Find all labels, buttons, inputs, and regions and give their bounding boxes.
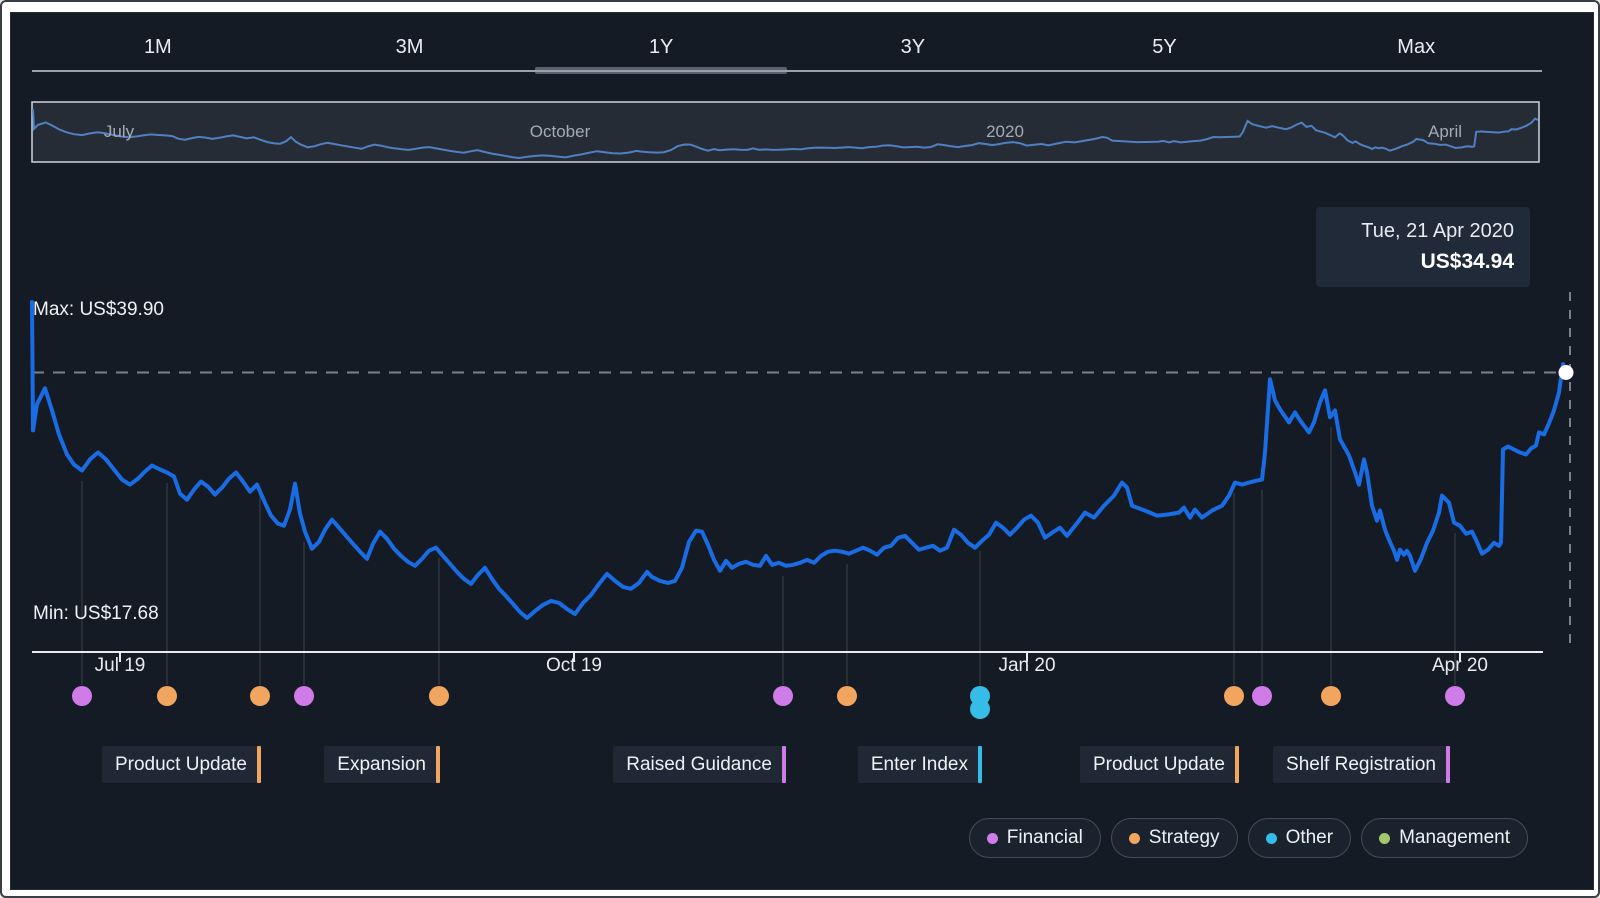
latest-point-dot <box>1558 365 1574 380</box>
legend-label: Management <box>1399 827 1510 848</box>
tooltip-date: Tue, 21 Apr 2020 <box>1361 220 1514 242</box>
event-marker-strategy[interactable] <box>837 686 857 706</box>
management-dot-icon <box>1379 832 1391 844</box>
price-line <box>30 300 1568 620</box>
event-chip-product-update-2[interactable]: Product Update <box>1079 746 1239 783</box>
event-marker-financial[interactable] <box>72 686 92 706</box>
navigator-label-july: July <box>103 122 135 141</box>
event-chip-raised-guidance[interactable]: Raised Guidance <box>613 746 786 783</box>
legend-pill-management[interactable]: Management <box>1361 818 1528 858</box>
legend-pill-strategy[interactable]: Strategy <box>1110 818 1238 858</box>
event-category-legend: Financial Strategy Other Management <box>968 818 1528 858</box>
tabs-separator <box>32 70 1542 72</box>
event-marker-strategy[interactable] <box>157 686 177 706</box>
chart-panel-background <box>10 12 1594 890</box>
tab-1m[interactable]: 1M <box>143 36 172 58</box>
event-marker-strategy[interactable] <box>250 686 270 706</box>
legend-label: Financial <box>1006 827 1083 848</box>
legend-label: Other <box>1285 827 1334 848</box>
event-chip-color-bar <box>1446 746 1450 783</box>
tab-5y[interactable]: 5Y <box>1152 36 1177 58</box>
price-tooltip: Tue, 21 Apr 2020 US$34.94 <box>1316 207 1530 287</box>
event-chip-enter-index[interactable]: Enter Index <box>857 746 982 783</box>
navigator-label-2020: 2020 <box>986 122 1024 141</box>
min-price-label: Min: US$17.68 <box>33 603 159 624</box>
event-chip-color-bar <box>978 746 982 783</box>
tab-1y[interactable]: 1Y <box>535 28 788 74</box>
event-marker-financial[interactable] <box>773 686 793 706</box>
event-marker-financial[interactable] <box>294 686 314 706</box>
event-chip-text: Shelf Registration <box>1286 753 1436 775</box>
legend-pill-financial[interactable]: Financial <box>968 818 1101 858</box>
event-chip-color-bar <box>436 746 440 783</box>
event-chip-expansion[interactable]: Expansion <box>324 746 440 783</box>
axis-label-jan20: Jan 20 <box>998 655 1056 676</box>
event-marker-strategy[interactable] <box>1321 686 1341 706</box>
tab-max[interactable]: Max <box>1397 36 1436 58</box>
tab-3y[interactable]: 3Y <box>900 36 926 58</box>
event-chip-product-update-1[interactable]: Product Update <box>101 746 261 783</box>
legend-pill-other[interactable]: Other <box>1247 818 1352 858</box>
time-range-tabs: 1M 3M 1Y 3Y 5Y Max <box>32 28 1542 74</box>
other-dot-icon <box>1265 832 1277 844</box>
navigator-label-october: October <box>529 122 591 141</box>
tooltip-price: US$34.94 <box>1420 250 1514 273</box>
axis-label-jul19: Jul 19 <box>94 655 146 676</box>
max-price-label: Max: US$39.90 <box>33 299 164 320</box>
navigator-label-april: April <box>1427 122 1463 141</box>
event-chip-text: Raised Guidance <box>626 753 772 775</box>
event-chip-text: Enter Index <box>870 753 968 775</box>
tab-1y-label: 1Y <box>648 36 674 58</box>
axis-label-oct19: Oct 19 <box>546 655 602 676</box>
event-marker-strategy[interactable] <box>1224 686 1244 706</box>
event-chip-color-bar <box>257 746 261 783</box>
event-chip-text: Product Update <box>1092 753 1225 775</box>
strategy-dot-icon <box>1128 832 1140 844</box>
event-chip-text: Expansion <box>337 753 426 775</box>
event-marker-other[interactable] <box>970 699 990 719</box>
event-chip-color-bar <box>1235 746 1239 783</box>
axis-label-apr20: Apr 20 <box>1432 655 1488 676</box>
navigator-mini-line <box>32 108 1539 160</box>
event-chip-color-bar <box>782 746 786 783</box>
event-marker-financial[interactable] <box>1445 686 1465 706</box>
navigator-window[interactable] <box>31 101 1540 163</box>
event-chip-shelf-registration[interactable]: Shelf Registration <box>1273 746 1450 783</box>
legend-label: Strategy <box>1148 827 1220 848</box>
event-marker-strategy[interactable] <box>429 686 449 706</box>
event-marker-financial[interactable] <box>1252 686 1272 706</box>
tab-3m[interactable]: 3M <box>395 36 424 58</box>
event-chip-text: Product Update <box>114 753 247 775</box>
financial-dot-icon <box>986 832 998 844</box>
